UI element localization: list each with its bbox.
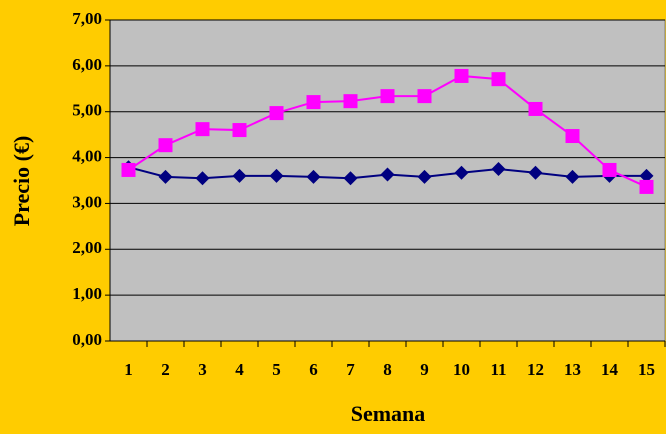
marker — [195, 171, 210, 186]
x-tick-label: 13 — [564, 360, 581, 379]
marker — [491, 72, 506, 87]
y-tick-label: 6,00 — [72, 55, 102, 74]
marker — [602, 162, 617, 177]
y-tick-label: 5,00 — [72, 101, 102, 120]
y-tick-label: 0,00 — [72, 330, 102, 349]
marker — [306, 95, 321, 110]
x-tick-label: 2 — [161, 360, 170, 379]
marker — [380, 167, 395, 182]
marker — [343, 94, 358, 109]
x-tick-label: 12 — [527, 360, 544, 379]
x-tick-label: 11 — [490, 360, 506, 379]
marker — [343, 171, 358, 186]
marker — [121, 162, 136, 177]
y-tick-label: 2,00 — [72, 238, 102, 257]
marker — [565, 129, 580, 144]
x-tick-label: 4 — [235, 360, 244, 379]
x-axis-label: Semana — [351, 401, 426, 426]
y-tick-label: 1,00 — [72, 284, 102, 303]
marker — [454, 165, 469, 180]
y-axis-label: Precio (€) — [9, 136, 34, 227]
marker — [380, 89, 395, 104]
marker — [158, 138, 173, 153]
marker — [158, 169, 173, 184]
marker — [306, 169, 321, 184]
marker — [232, 123, 247, 138]
marker — [565, 169, 580, 184]
marker — [639, 168, 654, 183]
marker — [417, 89, 432, 104]
x-tick-label: 10 — [453, 360, 470, 379]
x-tick-label: 5 — [272, 360, 281, 379]
marker — [528, 165, 543, 180]
marker — [232, 168, 247, 183]
x-tick-label: 7 — [346, 360, 355, 379]
marker — [269, 106, 284, 121]
x-tick-label: 1 — [124, 360, 133, 379]
marker — [195, 122, 210, 137]
x-tick-label: 14 — [601, 360, 619, 379]
x-tick-label: 3 — [198, 360, 207, 379]
marker — [454, 68, 469, 83]
marker — [417, 169, 432, 184]
x-tick-label: 9 — [420, 360, 429, 379]
x-tick-label: 6 — [309, 360, 318, 379]
y-tick-label: 7,00 — [72, 9, 102, 28]
marker — [269, 168, 284, 183]
x-tick-label: 15 — [638, 360, 655, 379]
y-tick-label: 4,00 — [72, 146, 102, 165]
marker — [491, 162, 506, 177]
marker — [639, 179, 654, 194]
y-tick-label: 3,00 — [72, 192, 102, 211]
x-tick-label: 8 — [383, 360, 392, 379]
marker — [528, 101, 543, 116]
